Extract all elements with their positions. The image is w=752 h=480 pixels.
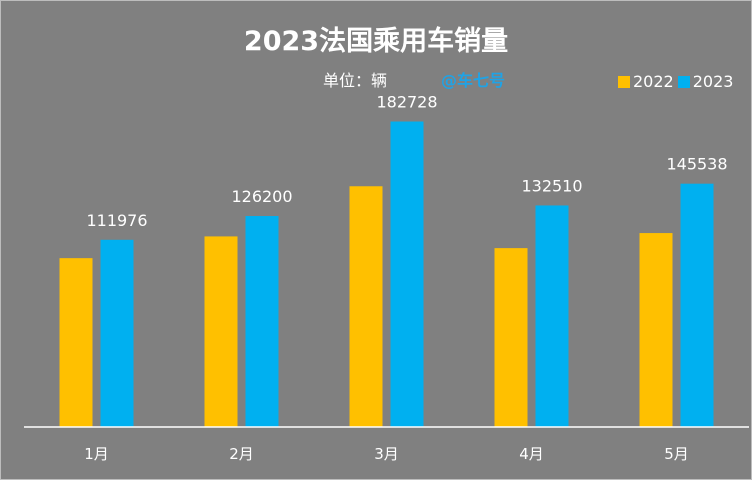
x-tick-label-5: 5月 xyxy=(664,445,689,463)
watermark: @车七号 xyxy=(441,71,506,90)
bar-2023-5 xyxy=(680,183,714,427)
data-label-2023-3: 182728 xyxy=(376,93,437,112)
unit-label: 单位：辆 xyxy=(323,71,388,90)
legend-swatch-2022 xyxy=(618,75,630,88)
bar-2023-2 xyxy=(245,216,279,427)
legend-label-2023: 2023 xyxy=(692,72,734,91)
chart-title: 2023法国乘用车销量 xyxy=(243,26,509,57)
data-label-2023-4: 132510 xyxy=(521,176,582,195)
bar-2022-3 xyxy=(349,186,383,427)
bar-2023-4 xyxy=(535,205,569,427)
bar-2022-5 xyxy=(639,233,673,427)
x-tick-label-2: 2月 xyxy=(229,445,254,463)
legend: 2022 2023 xyxy=(618,72,737,91)
data-label-2023-5: 145538 xyxy=(666,155,727,174)
legend-item-2023: 2023 xyxy=(677,72,734,91)
legend-swatch-2023 xyxy=(677,75,690,88)
bar-2023-3 xyxy=(390,121,424,427)
x-tick-label-1: 1月 xyxy=(84,445,109,463)
bar-2022-2 xyxy=(204,236,238,427)
legend-item-2022: 2022 xyxy=(618,72,674,91)
bar-2022-4 xyxy=(494,248,528,427)
bar-2023-1 xyxy=(100,239,134,427)
x-tick-label-3: 3月 xyxy=(374,445,399,463)
bar-2022-1 xyxy=(59,258,93,427)
x-tick-label-4: 4月 xyxy=(519,445,544,463)
legend-label-2022: 2022 xyxy=(633,72,674,91)
data-label-2023-2: 126200 xyxy=(231,187,292,206)
data-label-2023-1: 111976 xyxy=(86,211,147,230)
